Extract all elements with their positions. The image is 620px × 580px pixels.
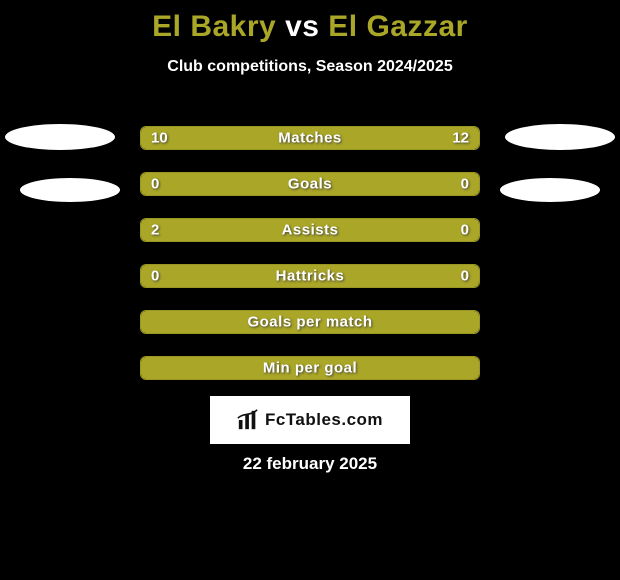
stat-value-right: 12 (452, 130, 469, 147)
stat-fill-right (310, 173, 479, 195)
stat-label: Goals per match (247, 314, 372, 331)
stat-row: 0 Hattricks 0 (140, 264, 480, 288)
stat-row: 0 Goals 0 (140, 172, 480, 196)
stat-row: 2 Assists 0 (140, 218, 480, 242)
stat-label: Matches (278, 130, 342, 147)
stat-row: Min per goal (140, 356, 480, 380)
subtitle: Club competitions, Season 2024/2025 (0, 58, 620, 76)
stat-label: Min per goal (263, 360, 357, 377)
stat-fill-left (141, 173, 310, 195)
stat-value-left: 0 (151, 268, 159, 285)
stat-row: Goals per match (140, 310, 480, 334)
stat-value-left: 10 (151, 130, 168, 147)
logo-badge: FcTables.com (210, 396, 410, 444)
stat-value-left: 0 (151, 176, 159, 193)
logo-text: FcTables.com (265, 410, 383, 430)
vs-separator: vs (285, 10, 319, 43)
stat-value-left: 2 (151, 222, 159, 239)
stat-fill-left (141, 219, 411, 241)
date-label: 22 february 2025 (0, 454, 620, 474)
player1-name: El Bakry (152, 10, 276, 43)
player2-name: El Gazzar (328, 10, 468, 43)
page-title: El Bakry vs El Gazzar (0, 0, 620, 44)
decor-ellipse (505, 124, 615, 150)
stat-label: Goals (288, 176, 332, 193)
decor-ellipse (20, 178, 120, 202)
comparison-bars: 10 Matches 12 0 Goals 0 2 Assists 0 0 Hattricks 0 Go… (140, 126, 480, 402)
stat-label: Assists (282, 222, 339, 239)
stat-value-right: 0 (461, 268, 469, 285)
stat-value-right: 0 (461, 176, 469, 193)
decor-ellipse (5, 124, 115, 150)
stat-value-right: 0 (461, 222, 469, 239)
stat-row: 10 Matches 12 (140, 126, 480, 150)
decor-ellipse (500, 178, 600, 202)
bar-chart-icon (237, 409, 259, 431)
stat-label: Hattricks (276, 268, 345, 285)
